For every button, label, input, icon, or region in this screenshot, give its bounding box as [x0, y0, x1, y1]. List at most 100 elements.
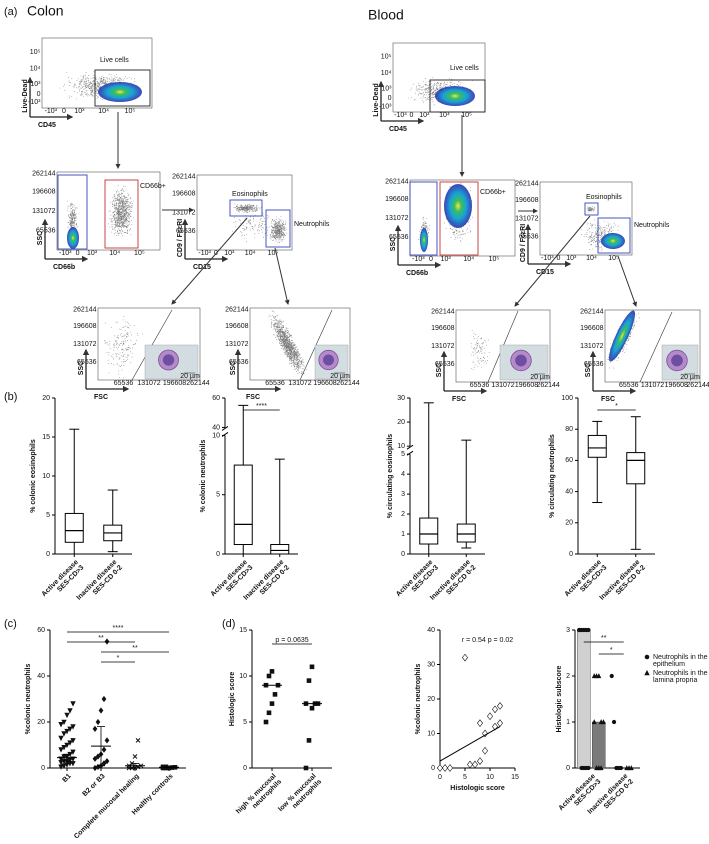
x-tick-label: 10³ [566, 255, 577, 262]
point [628, 765, 634, 771]
gate [597, 217, 631, 254]
y-tick-label: 5 [216, 492, 220, 499]
density-core [420, 228, 428, 252]
x-tick-label: 10⁴ [439, 112, 450, 119]
point [64, 728, 70, 735]
y-tick-label: 262144 [431, 308, 454, 315]
y-tick-label: 262144 [225, 306, 248, 313]
gate [429, 79, 486, 113]
gating-arrow [617, 255, 637, 307]
y-axis-label: Histologic subscore [556, 665, 563, 732]
y-tick-label: 196608 [225, 323, 248, 330]
box [419, 517, 439, 545]
y-tick-label: 15 [42, 434, 50, 441]
axis-break [406, 444, 414, 450]
event-cloud [59, 71, 138, 100]
x-tick-label: 65536 [470, 382, 490, 389]
y-tick-label: 10³ [30, 81, 41, 88]
flow-y-label: CD9 / FcεRI [520, 224, 527, 262]
density-core [608, 310, 636, 362]
point [104, 737, 110, 744]
box [626, 452, 646, 485]
y-tick-label: 40 [565, 488, 573, 495]
point [266, 710, 272, 716]
y-tick-label: 5 [243, 719, 247, 726]
point [64, 742, 70, 749]
flow-x-label: CD15 [193, 264, 211, 271]
y-tick-label: 60 [37, 627, 45, 634]
flow-y-label: SSC [585, 363, 592, 377]
y-tick-label: 0 [216, 551, 220, 558]
event-cloud [233, 203, 262, 213]
y-tick-label: 20 [42, 395, 50, 402]
gate [229, 199, 263, 217]
flow-x-label: FSC [94, 394, 108, 401]
y-tick-label: 131072 [580, 343, 603, 350]
gating-arrow [171, 217, 248, 305]
x-tick-label: 0 [62, 108, 66, 115]
x-tick-label: 5 [463, 774, 467, 781]
x-tick-label: 0 [438, 774, 442, 781]
event-cloud [267, 310, 307, 375]
gate-label: Live cells [450, 65, 479, 72]
y-axis-label: % colonic neutrophils [200, 440, 207, 513]
y-tick-label: 10³ [381, 85, 392, 92]
gate-label: Neutrophils [294, 221, 330, 228]
x-tick-label: 10³ [224, 250, 235, 257]
point [67, 740, 73, 746]
section-title: Blood [368, 7, 404, 23]
x-tick-label: -10³ [541, 255, 554, 262]
x-axis-label: Histologic score [450, 785, 505, 792]
y-tick-label: 65536 [77, 359, 97, 366]
y-tick-label: 262144 [73, 306, 96, 313]
x-tick-label: 10⁵ [134, 250, 145, 257]
point [492, 705, 498, 714]
x-tick-label: 10³ [87, 250, 98, 257]
x-tick-label: 65536 [114, 380, 134, 387]
y-tick-label: 196608 [515, 197, 538, 204]
y-tick-label: 131072 [172, 209, 195, 216]
bar [577, 629, 591, 769]
y-tick-label: 131072 [32, 208, 55, 215]
y-tick-label: 20 [397, 419, 405, 426]
significance-label: * [610, 647, 613, 654]
point [135, 738, 141, 743]
gate-label: Live cells [100, 57, 129, 64]
y-tick-label: 40 [427, 627, 435, 634]
point [64, 712, 70, 719]
point [61, 719, 67, 726]
point [67, 726, 73, 732]
x-tick-label: 0 [76, 250, 80, 257]
point [577, 627, 582, 633]
y-tick-label: 0 [37, 91, 41, 98]
x-tick-label: 131072 [491, 382, 514, 389]
flow-x-label: FSC [452, 396, 466, 403]
cell-nucleus [162, 354, 175, 366]
y-tick-label: 10⁴ [381, 70, 392, 77]
significance-label: * [615, 403, 618, 410]
point [58, 747, 64, 753]
y-tick-label: 0 [401, 551, 405, 558]
y-tick-label: 20 [427, 696, 435, 703]
significance-label: ** [98, 635, 104, 642]
density-core [435, 86, 475, 106]
event-cloud [586, 206, 595, 213]
point [309, 664, 315, 670]
x-tick-label: 15 [511, 774, 519, 781]
y-tick-label: 0 [41, 765, 45, 772]
point [67, 708, 73, 714]
box [233, 464, 253, 546]
point [600, 719, 606, 725]
y-tick-label: 65536 [389, 234, 409, 241]
bar [592, 721, 606, 769]
point [482, 729, 488, 738]
point [61, 731, 67, 737]
flow-x-label: CD45 [389, 126, 407, 133]
x-tick-label: 262144 [336, 380, 359, 387]
point [306, 738, 312, 743]
point [598, 765, 604, 771]
gate [584, 202, 599, 216]
gating-arrow [274, 247, 290, 305]
gate [409, 181, 438, 256]
y-tick-label: 3 [566, 627, 570, 634]
